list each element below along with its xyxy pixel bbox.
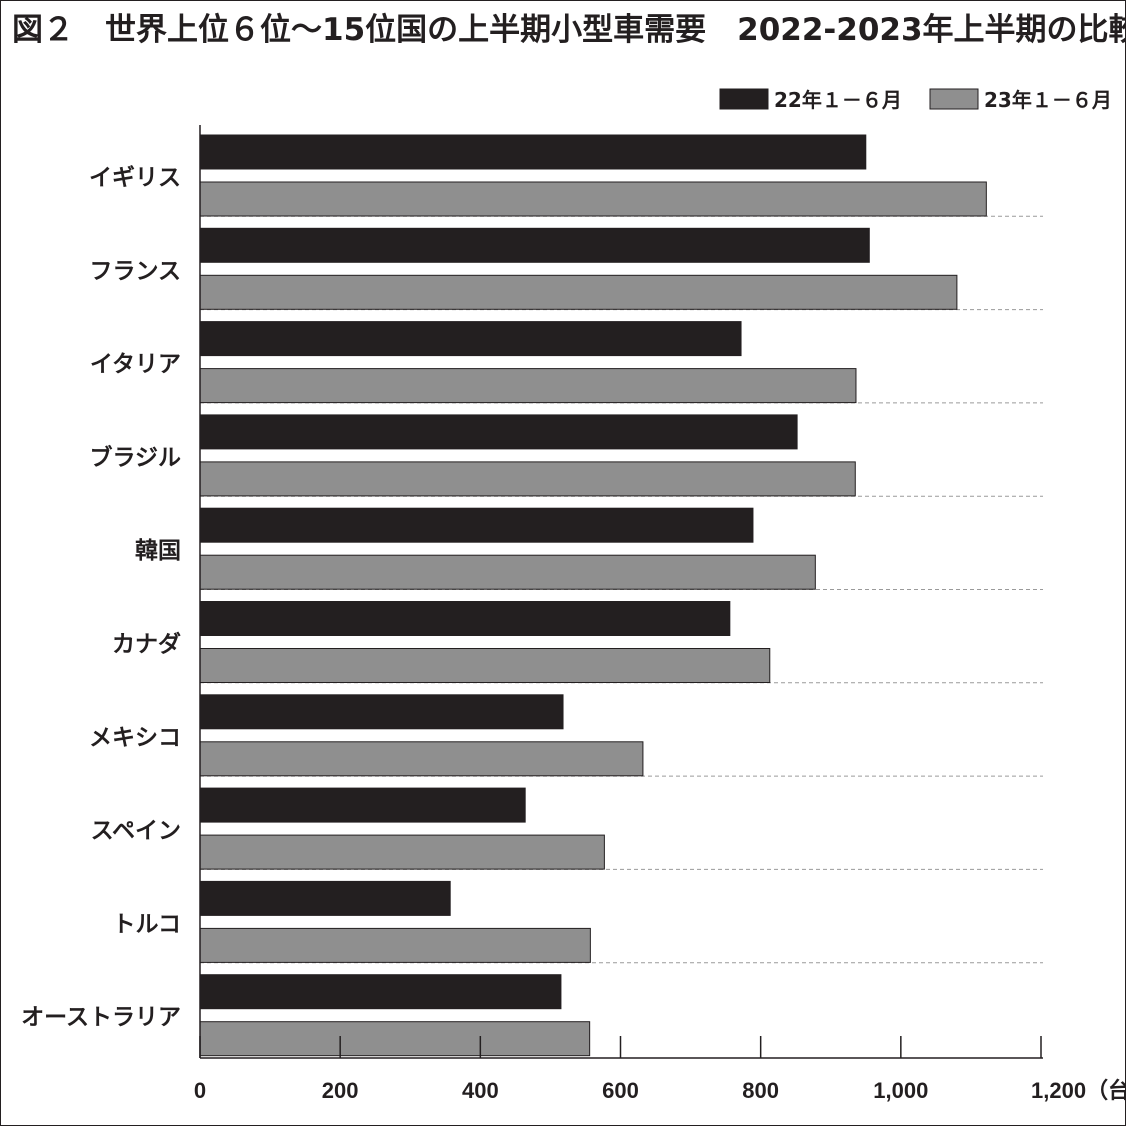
bar-1-4 xyxy=(199,507,754,543)
bar-1-0 xyxy=(199,134,867,170)
legend-label-1: 22年１－６月 xyxy=(774,88,902,112)
axes xyxy=(199,125,1043,1059)
bar-2-4 xyxy=(199,554,816,590)
bar-2-0 xyxy=(199,181,987,217)
bar-2-8 xyxy=(199,927,591,963)
bar-2-6 xyxy=(199,741,644,777)
bar-2-5 xyxy=(199,648,771,683)
bar-2-3 xyxy=(199,461,856,497)
x-tick-label: 1,000 xyxy=(873,1078,928,1103)
x-tick-label: 1,200（台） xyxy=(1031,1078,1126,1103)
legend-label-2: 23年１－６月 xyxy=(984,88,1112,112)
chart-title: 図２ 世界上位６位～15位国の上半期小型車需要 2022-2023年上半期の比較 xyxy=(12,12,1126,48)
category-label: フランス xyxy=(89,258,181,284)
bars xyxy=(199,134,987,1057)
bar-1-7 xyxy=(199,787,526,823)
bar-1-2 xyxy=(199,321,742,357)
x-axis-unit: （台） xyxy=(1086,1078,1126,1103)
bar-1-1 xyxy=(199,227,870,263)
x-tick-label: 0 xyxy=(194,1078,206,1103)
category-label: イギリス xyxy=(89,165,181,191)
bar-2-1 xyxy=(199,274,958,310)
bar-1-9 xyxy=(199,974,562,1010)
bar-1-3 xyxy=(199,414,798,450)
category-label: イタリア xyxy=(90,352,181,378)
bar-2-7 xyxy=(199,834,605,870)
category-label: メキシコ xyxy=(89,725,181,751)
category-label: カナダ xyxy=(112,631,181,658)
x-tick-label: 200 xyxy=(322,1078,359,1103)
legend: 22年１－６月 23年１－６月 xyxy=(719,88,1112,112)
category-label: スペイン xyxy=(91,818,181,844)
x-tick-labels: 0 200 400 600 800 1,000 1,200（台） xyxy=(194,1078,1126,1103)
bar-1-5 xyxy=(199,601,731,636)
x-tick-label: 400 xyxy=(462,1078,499,1103)
category-label: ブラジル xyxy=(89,444,181,471)
bar-2-9 xyxy=(199,1021,591,1057)
bar-1-6 xyxy=(199,694,564,730)
category-label: オーストラリア xyxy=(21,1005,181,1031)
x-tick-label: 800 xyxy=(742,1078,779,1103)
bar-2-2 xyxy=(199,368,857,404)
category-label: トルコ xyxy=(112,911,181,937)
x-tick-label: 600 xyxy=(602,1078,639,1103)
legend-swatch-2 xyxy=(929,88,979,110)
bar-1-8 xyxy=(199,880,451,916)
category-label: 韓国 xyxy=(135,537,181,564)
legend-swatch-1 xyxy=(719,88,769,110)
